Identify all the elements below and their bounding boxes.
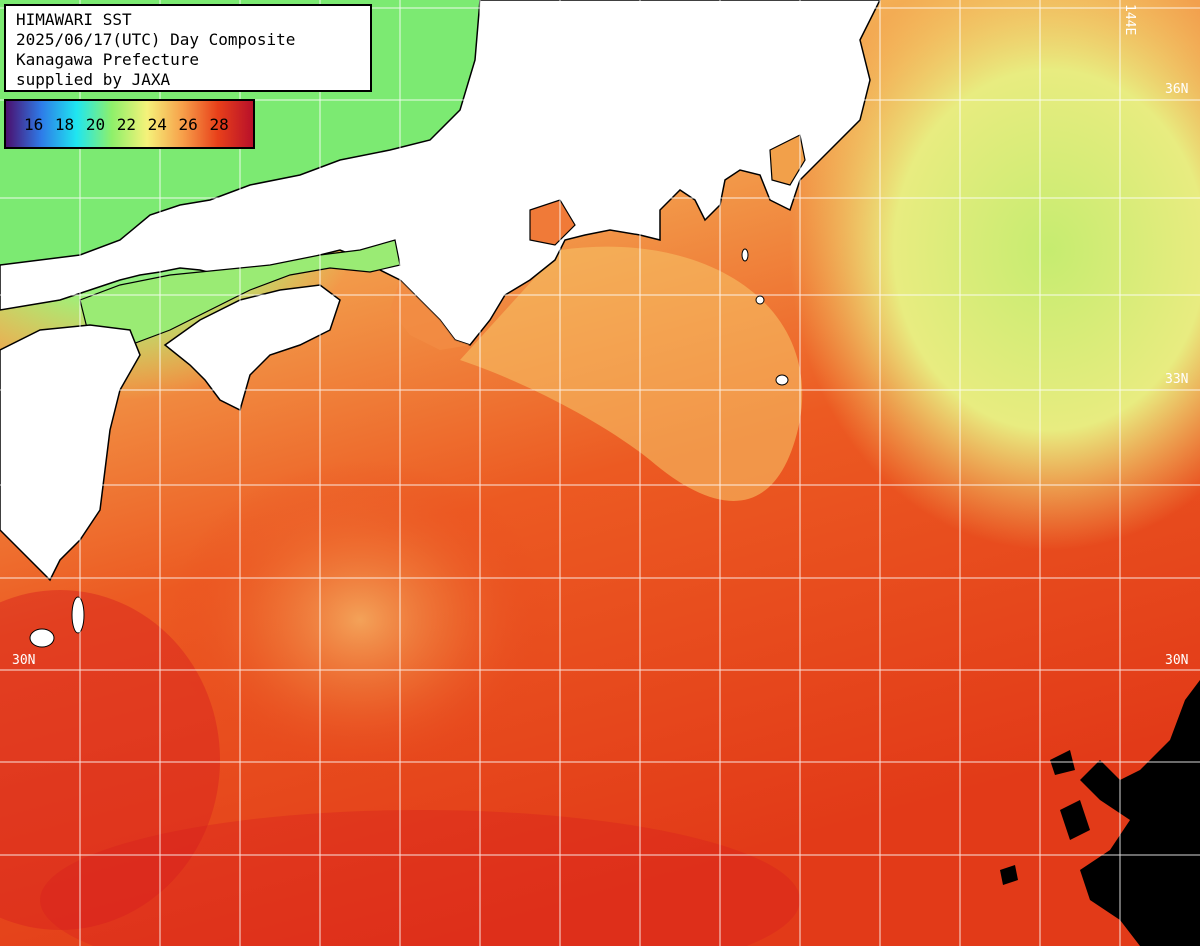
legend-tick-26: 26 (178, 115, 210, 134)
lat-label-33n: 33N (1165, 372, 1189, 387)
legend-tick-16: 16 (24, 115, 55, 134)
kii-coast (390, 280, 470, 350)
lat-label-30n-right: 30N (1165, 653, 1189, 668)
legend-tick-24: 24 (147, 115, 179, 134)
tokyo-bay (769, 134, 806, 186)
island-tanega (29, 628, 55, 648)
island-small (755, 295, 765, 305)
temperature-legend: 16 18 20 22 24 26 28 (4, 99, 255, 149)
land-kyushu (0, 324, 141, 582)
island-izu (775, 374, 789, 386)
title-line-4: supplied by JAXA (16, 70, 171, 89)
title-line-3: Kanagawa Prefecture (16, 50, 200, 69)
legend-tick-20: 20 (85, 115, 117, 134)
island-small-2 (741, 248, 749, 262)
legend-tick-labels: 16 18 20 22 24 26 28 (24, 115, 229, 134)
warm-tongue (460, 246, 803, 501)
warm-eddy (170, 460, 550, 780)
legend-color-ramp (6, 101, 253, 147)
cloud-mask (1080, 680, 1200, 946)
legend-tick-22: 22 (116, 115, 148, 134)
lon-label-136e: 136E (482, 4, 497, 36)
cloud-mask-fringe (1000, 750, 1090, 885)
japan-sea-coast (0, 0, 481, 266)
hot-water-southwest (0, 590, 220, 930)
legend-tick-28: 28 (209, 115, 229, 134)
land-shikoku (163, 284, 341, 412)
lat-label-30n-left: 30N (12, 653, 36, 668)
cool-water-northeast (790, 0, 1200, 550)
title-line-1: HIMAWARI SST (16, 10, 132, 29)
title-panel: HIMAWARI SST 2025/06/17(UTC) Day Composi… (4, 4, 372, 92)
title-line-2: 2025/06/17(UTC) Day Composite (16, 30, 296, 49)
lat-label-36n: 36N (1165, 82, 1189, 97)
legend-tick-18: 18 (54, 115, 86, 134)
hot-water-south (40, 810, 800, 946)
lon-label-144e: 144E (1122, 4, 1137, 36)
island-yaku (71, 596, 85, 634)
ise-bay (529, 199, 576, 246)
